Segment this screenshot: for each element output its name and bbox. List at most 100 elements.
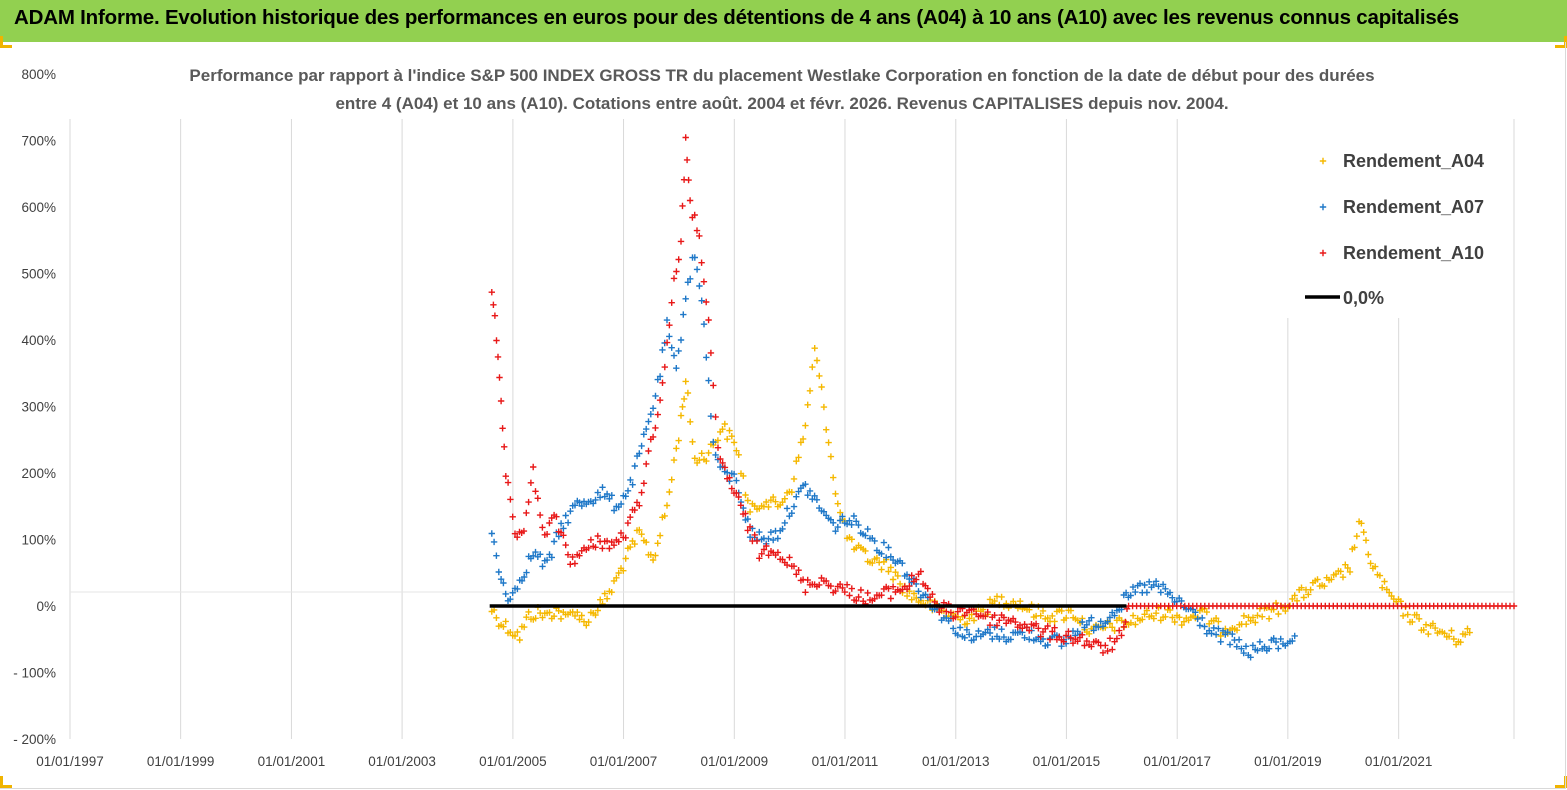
data-point [525, 498, 532, 506]
data-point [735, 451, 742, 458]
data-point [765, 552, 772, 559]
data-point [571, 560, 579, 567]
data-point [1194, 615, 1201, 623]
data-point [728, 433, 735, 440]
data-point [557, 520, 565, 527]
data-point [802, 422, 809, 429]
data-point [596, 494, 604, 501]
data-point [793, 493, 800, 500]
data-point [1166, 589, 1174, 596]
data-point [488, 289, 495, 296]
data-point [1259, 613, 1266, 620]
y-tick-label: 400% [21, 333, 56, 348]
data-point [1208, 630, 1215, 637]
x-tick-label: 01/01/2005 [479, 754, 547, 769]
data-point [793, 458, 800, 465]
data-point [624, 519, 632, 527]
data-point [832, 587, 839, 595]
data-point [666, 488, 673, 496]
data-point [746, 523, 754, 530]
data-point [827, 453, 835, 460]
data-point [687, 418, 694, 425]
data-point [576, 499, 583, 506]
data-point [560, 525, 567, 532]
data-point [790, 503, 798, 510]
data-point [652, 392, 659, 400]
data-point [726, 474, 733, 481]
data-point [855, 593, 862, 601]
data-point [663, 502, 671, 509]
data-point [1118, 617, 1125, 624]
data-point [811, 492, 818, 499]
data-point [1275, 610, 1282, 618]
legend-label-a10: Rendement_A10 [1343, 243, 1484, 263]
data-point [735, 493, 742, 501]
data-point [562, 541, 569, 549]
data-point [1026, 627, 1033, 634]
data-point [1203, 608, 1210, 616]
data-point [645, 447, 652, 455]
data-point [603, 490, 611, 498]
data-point [1166, 606, 1174, 614]
data-point [507, 596, 514, 603]
data-point [998, 626, 1005, 633]
data-point [550, 613, 558, 620]
data-point [1272, 599, 1280, 607]
data-point [1171, 618, 1178, 626]
data-point [871, 537, 878, 545]
data-point [1261, 643, 1268, 650]
data-point [820, 403, 828, 411]
data-point [654, 540, 661, 547]
data-point [770, 536, 777, 544]
data-point [539, 524, 546, 531]
data-point [1088, 643, 1095, 650]
data-point [594, 489, 601, 496]
data-point [853, 518, 860, 525]
data-point [1169, 614, 1176, 621]
data-point [1109, 646, 1116, 653]
data-point [818, 383, 825, 391]
data-point [530, 463, 537, 471]
data-point [557, 615, 565, 622]
data-point [1176, 614, 1183, 621]
data-point [843, 581, 851, 588]
data-point [724, 469, 731, 476]
data-point [1146, 578, 1153, 585]
series-Rendement_A07 [488, 254, 1298, 661]
data-point [537, 551, 544, 558]
data-point [562, 512, 569, 519]
data-point [1109, 624, 1116, 631]
y-tick-label: 600% [21, 200, 56, 215]
data-point [1464, 625, 1471, 632]
data-point [666, 322, 673, 329]
data-point [742, 510, 749, 517]
data-point [583, 622, 590, 629]
data-point [1448, 627, 1455, 634]
data-point [675, 437, 682, 444]
data-point [1265, 645, 1273, 652]
data-point [1083, 621, 1090, 628]
data-point [1180, 618, 1188, 625]
data-point [656, 373, 664, 380]
data-point [889, 576, 897, 583]
data-point [793, 571, 800, 578]
data-point [1233, 627, 1241, 634]
data-point [1095, 639, 1102, 646]
data-point [728, 485, 735, 492]
data-point [917, 568, 924, 575]
data-point [712, 413, 719, 421]
data-point [1466, 629, 1473, 636]
data-point [673, 268, 680, 275]
data-point [1065, 628, 1072, 635]
data-point [1000, 614, 1008, 621]
data-point [1376, 572, 1384, 579]
data-point [640, 480, 648, 487]
data-point [998, 593, 1005, 601]
data-point [685, 176, 692, 184]
report-title: ADAM Informe. Evolution historique des p… [14, 6, 1459, 29]
legend-label-a07: Rendement_A07 [1343, 197, 1484, 217]
data-point [652, 424, 659, 432]
data-point [624, 487, 632, 494]
data-point [924, 585, 931, 592]
data-point [627, 476, 634, 484]
